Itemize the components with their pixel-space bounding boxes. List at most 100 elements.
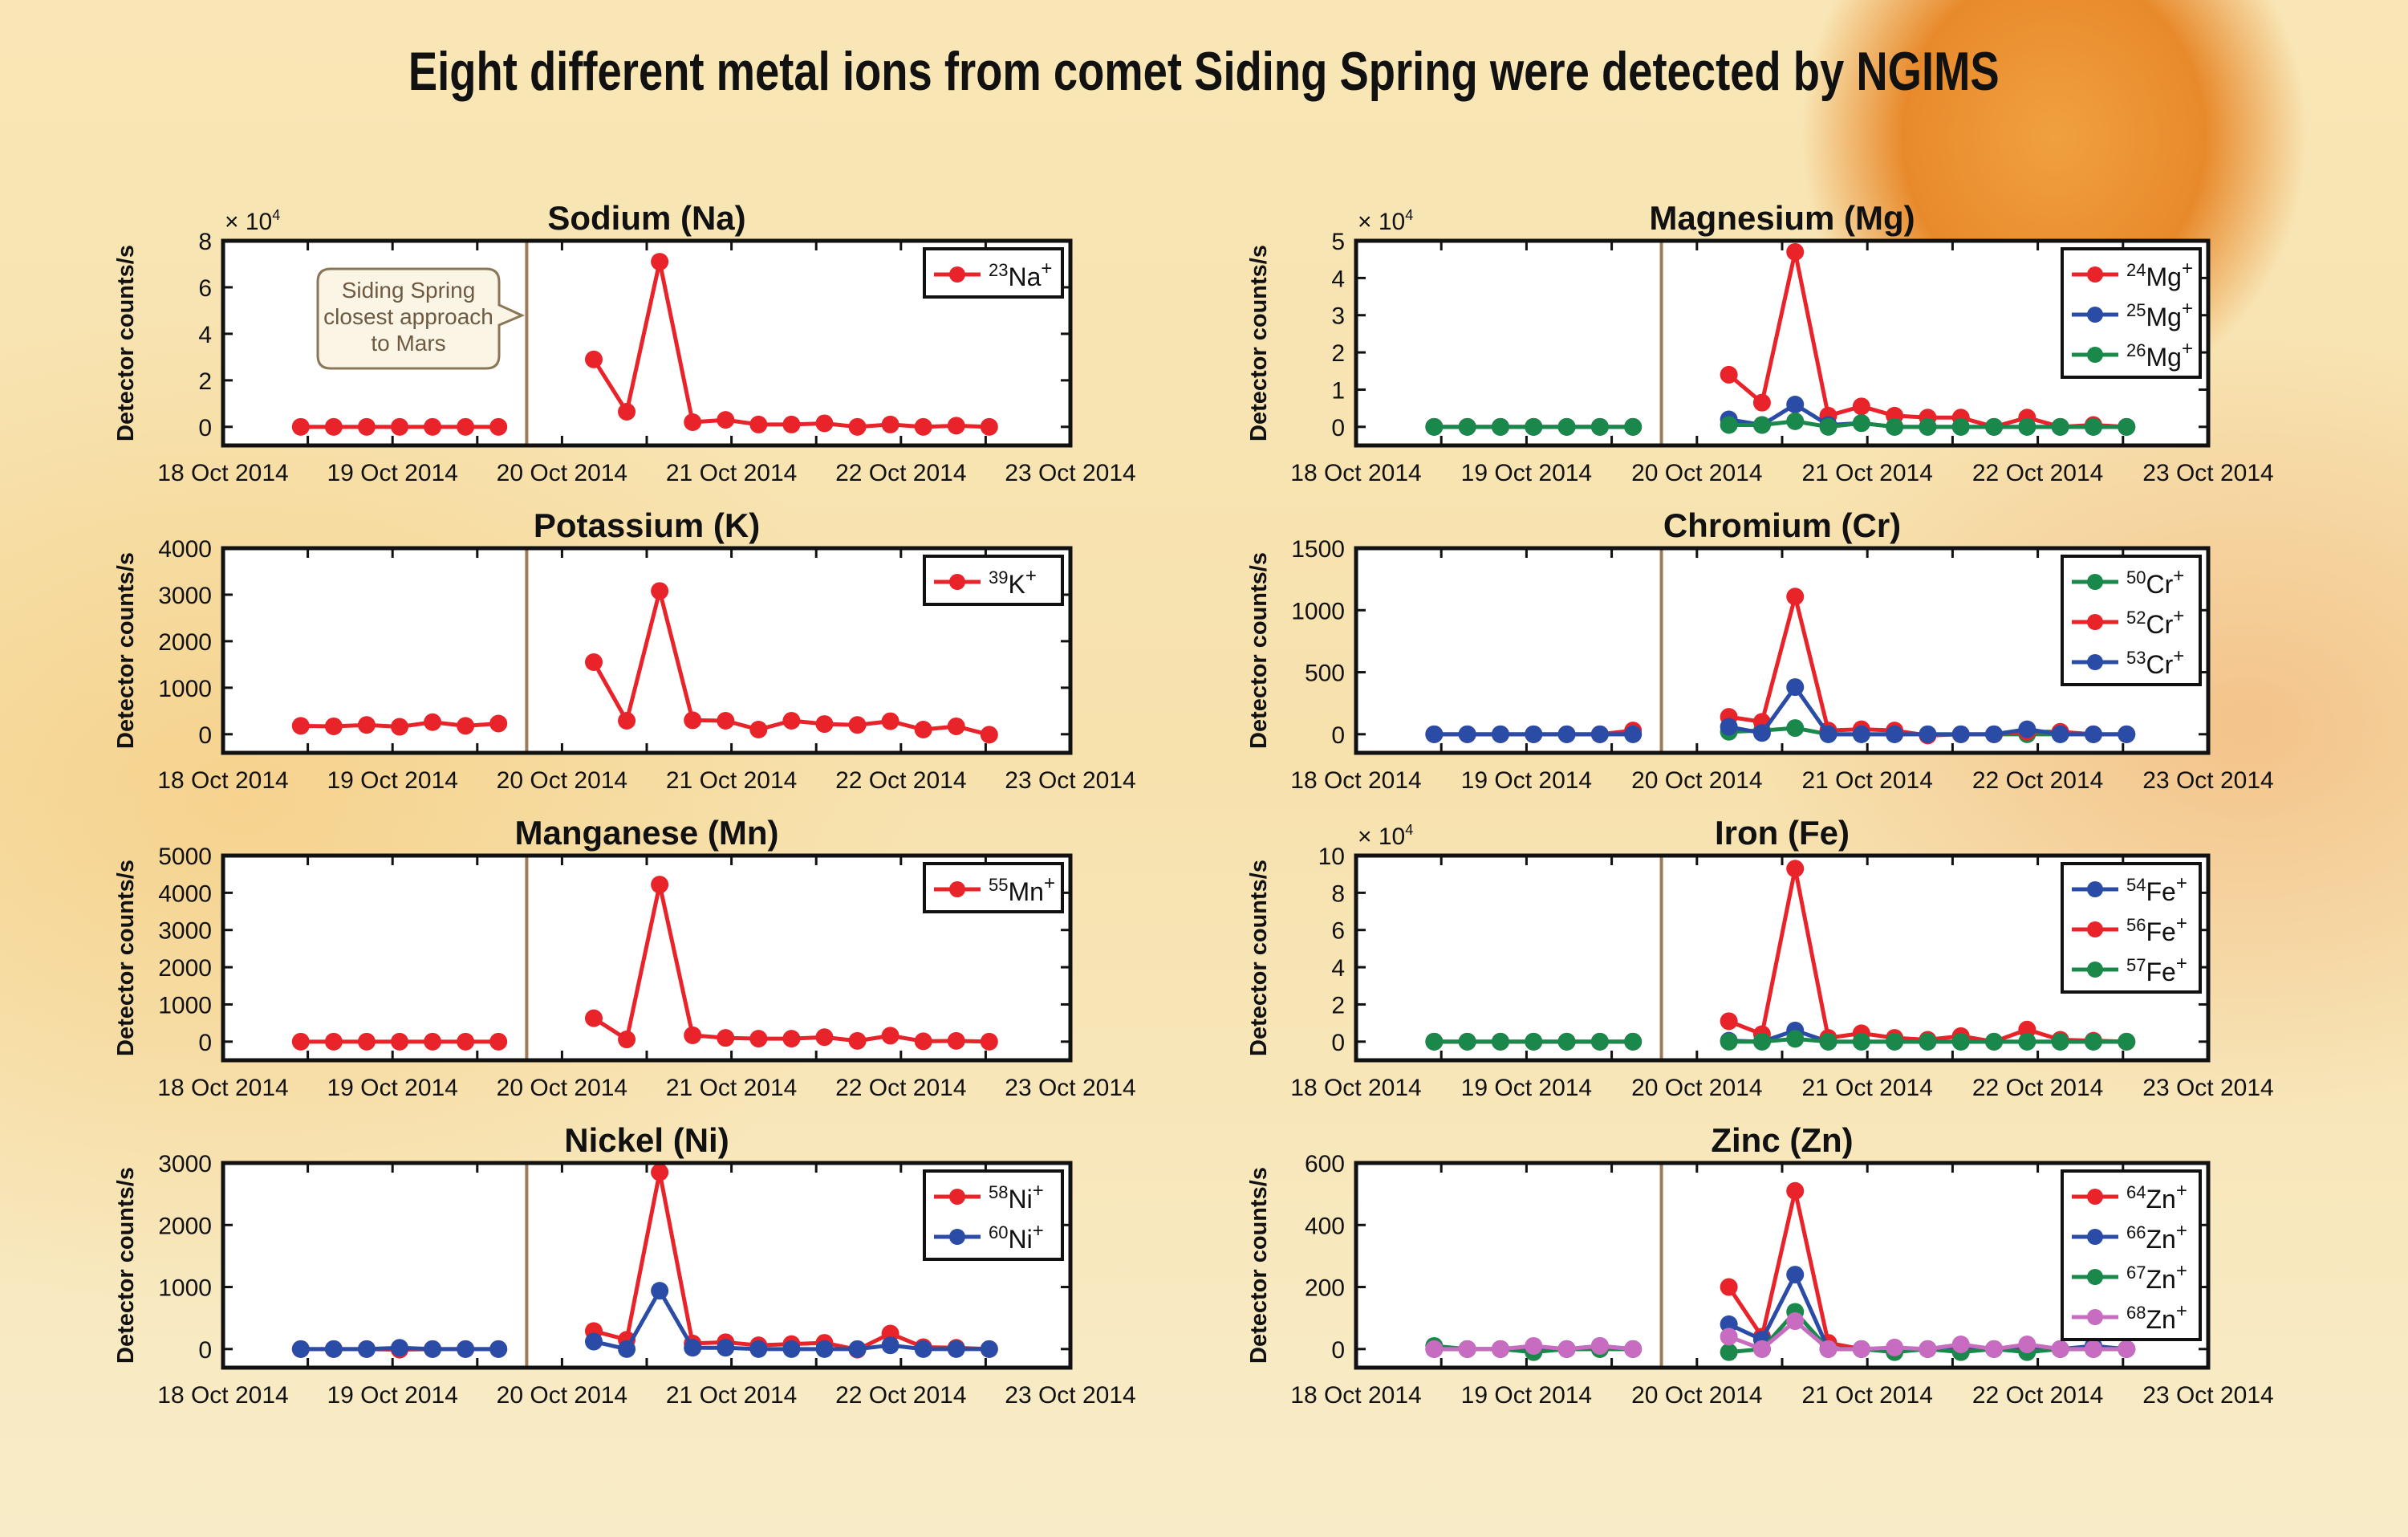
y-tick-label: 3	[1331, 303, 1345, 330]
series-55Mn	[291, 876, 998, 1051]
x-tick-label: 23 Oct 2014	[1005, 1075, 1135, 1101]
y-tick-label: 0	[1331, 415, 1345, 441]
data-point	[2118, 725, 2136, 743]
data-point	[618, 1031, 636, 1049]
legend-marker	[949, 266, 965, 283]
y-tick-label: 0	[198, 722, 212, 749]
data-point	[2051, 725, 2069, 743]
x-tick-label: 19 Oct 2014	[327, 767, 457, 794]
data-point	[651, 582, 669, 600]
data-point	[2118, 1032, 2136, 1051]
data-point	[1786, 588, 1805, 606]
data-point	[424, 713, 442, 731]
legend-label: 26Mg+	[2126, 338, 2193, 372]
series-53Cr	[1425, 678, 2136, 743]
data-point	[1557, 725, 1576, 743]
data-point	[1720, 416, 1738, 434]
x-tick-label: 18 Oct 2014	[1290, 460, 1421, 486]
data-point	[815, 1340, 834, 1358]
data-point	[585, 1009, 603, 1027]
data-point	[1985, 1032, 2004, 1051]
legend-label: 53Cr+	[2126, 645, 2184, 679]
data-point	[1525, 417, 1543, 436]
x-tick-label: 21 Oct 2014	[666, 1382, 797, 1409]
data-point	[782, 415, 801, 433]
legend-marker	[2087, 654, 2103, 670]
x-tick-label: 18 Oct 2014	[157, 767, 288, 794]
x-tick-label: 23 Oct 2014	[1005, 460, 1135, 486]
y-axis-label: Detector counts/s	[113, 245, 139, 441]
y-tick-label: 0	[198, 1030, 212, 1056]
x-tick-label: 19 Oct 2014	[1461, 767, 1592, 794]
x-tick-label: 20 Oct 2014	[1631, 1075, 1762, 1101]
y-axis-label: Detector counts/s	[1246, 552, 1272, 749]
data-point	[1951, 725, 1970, 743]
data-point	[1752, 393, 1771, 412]
panel-zinc: Zinc (Zn) Detector counts/s 0 200 400 600 18 O…	[1246, 1121, 2274, 1409]
callout-text: to Mars	[371, 331, 445, 356]
legend-marker	[949, 1229, 965, 1245]
x-tick-label: 18 Oct 2014	[157, 460, 288, 486]
x-tick-label: 23 Oct 2014	[1005, 1382, 1135, 1409]
y-tick-label: 3000	[158, 918, 212, 945]
callout-text: Siding Spring	[342, 278, 476, 303]
data-point	[585, 1332, 603, 1351]
data-point	[489, 1032, 508, 1051]
y-tick-label: 4000	[158, 880, 212, 907]
y-tick-label: 1	[1331, 377, 1345, 404]
data-point	[1919, 1032, 1937, 1051]
panel-title: Iron (Fe)	[1715, 814, 1850, 852]
x-tick-label: 19 Oct 2014	[327, 460, 457, 486]
data-point	[2084, 1340, 2102, 1358]
data-point	[1886, 725, 1904, 743]
data-point	[1985, 725, 2004, 743]
axes-frame	[221, 1161, 1073, 1370]
axes-frame	[1354, 1161, 2211, 1370]
data-point	[457, 1032, 475, 1051]
data-point	[1458, 1340, 1476, 1358]
y-tick-label: 2	[1331, 992, 1345, 1019]
data-point	[1425, 1032, 1444, 1051]
legend-marker	[2087, 1309, 2103, 1325]
multiplier-base: × 10	[225, 209, 272, 235]
data-point	[1985, 417, 2004, 436]
data-point	[357, 716, 376, 734]
data-point	[618, 712, 636, 730]
legend-label: 50Cr+	[2126, 565, 2184, 599]
data-point	[1786, 396, 1805, 413]
y-tick-label: 1000	[158, 992, 212, 1019]
legend-label: 67Zn+	[2126, 1260, 2187, 1294]
data-point	[457, 1340, 475, 1358]
y-axis-label: Detector counts/s	[113, 1167, 139, 1364]
data-point	[1886, 417, 1904, 436]
y-tick-label: 2000	[158, 629, 212, 656]
data-point	[1720, 1328, 1738, 1346]
x-tick-label: 20 Oct 2014	[1631, 1382, 1762, 1409]
data-point	[324, 1340, 343, 1358]
legend-marker	[2087, 881, 2103, 897]
x-tick-label: 21 Oct 2014	[666, 1075, 797, 1101]
data-point	[1852, 725, 1870, 743]
data-point	[717, 1029, 735, 1047]
series-68Zn	[1425, 1312, 2136, 1358]
y-tick-label: 0	[1331, 722, 1345, 749]
data-point	[1951, 1336, 1970, 1354]
panel-title: Potassium (K)	[534, 506, 760, 544]
data-point	[1886, 1032, 1904, 1051]
panel-title: Sodium (Na)	[547, 199, 745, 237]
data-point	[1752, 416, 1771, 434]
panel-magnesium: Magnesium (Mg)Detector counts/s× 1040123…	[1246, 199, 2274, 486]
y-tick-label: 1000	[158, 676, 212, 702]
data-point	[848, 417, 867, 436]
legend-marker	[2087, 1229, 2103, 1245]
data-point	[717, 411, 735, 429]
x-tick-label: 19 Oct 2014	[327, 1382, 457, 1409]
x-tick-label: 20 Oct 2014	[1631, 460, 1762, 486]
y-tick-label: 0	[1331, 1030, 1345, 1056]
x-tick-label: 18 Oct 2014	[157, 1382, 288, 1409]
y-tick-label: 2000	[158, 955, 212, 982]
legend: 55Mn+	[923, 862, 1064, 913]
data-point	[881, 712, 899, 730]
x-tick-label: 22 Oct 2014	[1972, 460, 2103, 486]
